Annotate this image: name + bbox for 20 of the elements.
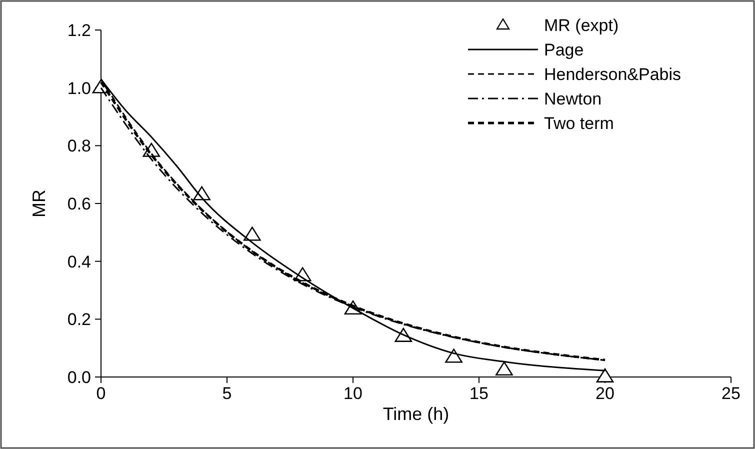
legend-label: MR (expt) [544,16,619,35]
x-tick-label: 0 [96,384,106,403]
y-tick-label: 1.2 [67,20,91,40]
x-tick-label: 10 [344,384,362,403]
x-tick-label: 20 [596,384,614,403]
y-tick-label: 0.2 [67,310,91,330]
x-tick-label: 5 [222,384,232,403]
y-tick-label: 1.0 [67,78,91,98]
y-axis-title: MR [29,190,49,218]
legend-label: Page [544,40,584,60]
x-axis-title: Time (h) [382,404,450,424]
legend-label: Henderson&Pabis [544,64,682,84]
y-tick-label: 0.6 [67,194,91,214]
x-tick-label: 15 [470,384,488,403]
x-tick-label: 25 [722,384,740,403]
legend-label: Two term [544,114,614,133]
y-tick-label: 0.8 [67,136,91,156]
y-tick-label: 0.4 [67,252,91,272]
legend-label: Newton [544,89,602,108]
y-tick-label: 0.0 [67,368,91,387]
